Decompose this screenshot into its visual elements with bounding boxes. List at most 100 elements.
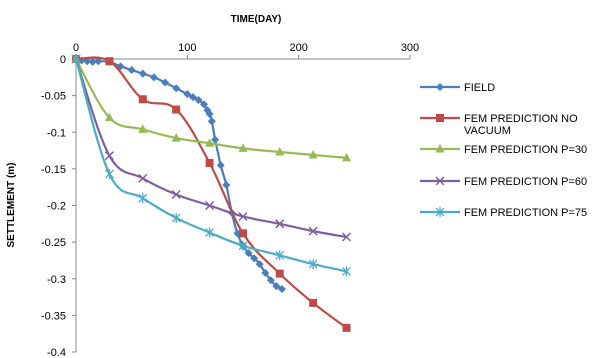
data-point	[188, 93, 197, 102]
data-point	[172, 105, 181, 114]
data-point	[200, 100, 209, 109]
legend-swatch-marker	[435, 176, 445, 186]
data-point	[205, 109, 214, 118]
x-tick-label: 200	[289, 42, 307, 54]
legend-item: FEM PREDICTION P=30	[420, 144, 587, 156]
data-point	[149, 73, 158, 82]
data-point	[342, 266, 351, 277]
data-point	[83, 57, 92, 66]
data-point	[275, 250, 285, 261]
data-point	[138, 69, 147, 78]
data-point	[138, 124, 148, 133]
data-point	[194, 96, 203, 105]
series-line	[74, 58, 347, 239]
y-axis-title: SETTLEMENT (m)	[6, 163, 17, 248]
data-point	[138, 95, 147, 104]
y-tick-label: -0.4	[47, 347, 66, 358]
data-point	[138, 173, 148, 183]
legend-label: FEM PREDICTION P=75	[464, 207, 587, 219]
data-point	[172, 84, 181, 93]
data-point	[277, 285, 286, 294]
data-point	[216, 161, 225, 170]
data-point	[104, 112, 114, 122]
series-2	[72, 55, 351, 332]
data-point	[105, 57, 114, 66]
x-tick-label: 0	[73, 42, 79, 54]
legend-label: VACUUM	[464, 125, 511, 137]
data-point	[308, 149, 318, 159]
data-point	[211, 135, 220, 144]
data-point	[88, 57, 97, 66]
legend-swatch-marker	[436, 114, 444, 122]
data-point	[171, 133, 181, 142]
data-point	[138, 193, 148, 204]
data-point	[255, 260, 264, 269]
data-point	[342, 323, 351, 332]
data-point	[250, 254, 259, 263]
data-point	[238, 143, 248, 152]
x-tick-label: 300	[401, 42, 419, 54]
y-tick-label: 0	[60, 54, 66, 66]
axes	[75, 58, 410, 352]
x-ticks: 0 100 200 300	[73, 42, 419, 59]
data-point	[94, 57, 103, 66]
legend-item: FEM PREDICTION P=60	[420, 176, 587, 188]
data-point	[127, 65, 136, 74]
data-point	[104, 151, 114, 161]
y-tick-label: -0.2	[47, 201, 66, 213]
legend-swatch-marker	[435, 144, 445, 153]
legend-label: FEM PREDICTION P=60	[464, 176, 587, 188]
data-point	[104, 169, 114, 180]
series-3	[71, 54, 352, 162]
data-point	[205, 227, 215, 238]
legend-item: FEM PREDICTION P=75	[420, 207, 587, 219]
y-tick-label: -0.25	[41, 237, 66, 249]
series-4	[71, 54, 352, 242]
series-layer	[71, 54, 352, 332]
data-point	[238, 211, 248, 222]
x-axis-title: TIME(DAY)	[231, 14, 282, 25]
data-point	[171, 189, 181, 200]
data-point	[171, 212, 181, 223]
data-point	[183, 90, 192, 99]
series-line	[75, 56, 348, 329]
data-point	[207, 117, 216, 126]
data-point	[238, 240, 248, 251]
data-point	[205, 159, 214, 168]
data-point	[161, 78, 170, 87]
data-point	[309, 298, 318, 307]
data-point	[308, 226, 318, 236]
series-5	[71, 54, 351, 277]
data-point	[205, 200, 215, 211]
legend-swatch-marker	[436, 83, 444, 91]
x-tick-label: 100	[178, 42, 196, 54]
data-point	[222, 180, 231, 189]
y-tick-label: -0.3	[47, 274, 66, 286]
data-point	[342, 232, 352, 242]
data-point	[261, 268, 270, 277]
data-point	[244, 249, 253, 258]
y-tick-label: -0.15	[41, 164, 66, 176]
y-ticks: 0 -0.05 -0.1 -0.15 -0.2 -0.25 -0.3 -0.35 -0.4	[41, 54, 76, 358]
legend-label: FEM PREDICTION P=30	[464, 144, 587, 156]
data-point	[71, 54, 81, 64]
data-point	[266, 276, 275, 285]
legend-swatch-marker	[435, 207, 445, 217]
data-point	[272, 282, 281, 291]
legend-label: FEM PREDICTION NO	[464, 113, 578, 125]
legend-label: FIELD	[464, 82, 495, 94]
data-point	[275, 147, 285, 156]
data-point	[205, 138, 215, 147]
y-tick-label: -0.05	[41, 91, 66, 103]
y-tick-label: -0.35	[41, 310, 66, 322]
series-1	[72, 55, 286, 294]
data-point	[275, 219, 285, 229]
data-point	[308, 259, 318, 270]
y-tick-label: -0.1	[47, 127, 66, 139]
data-point	[342, 152, 352, 162]
data-point	[275, 269, 284, 278]
legend-item: FIELD	[420, 82, 495, 94]
